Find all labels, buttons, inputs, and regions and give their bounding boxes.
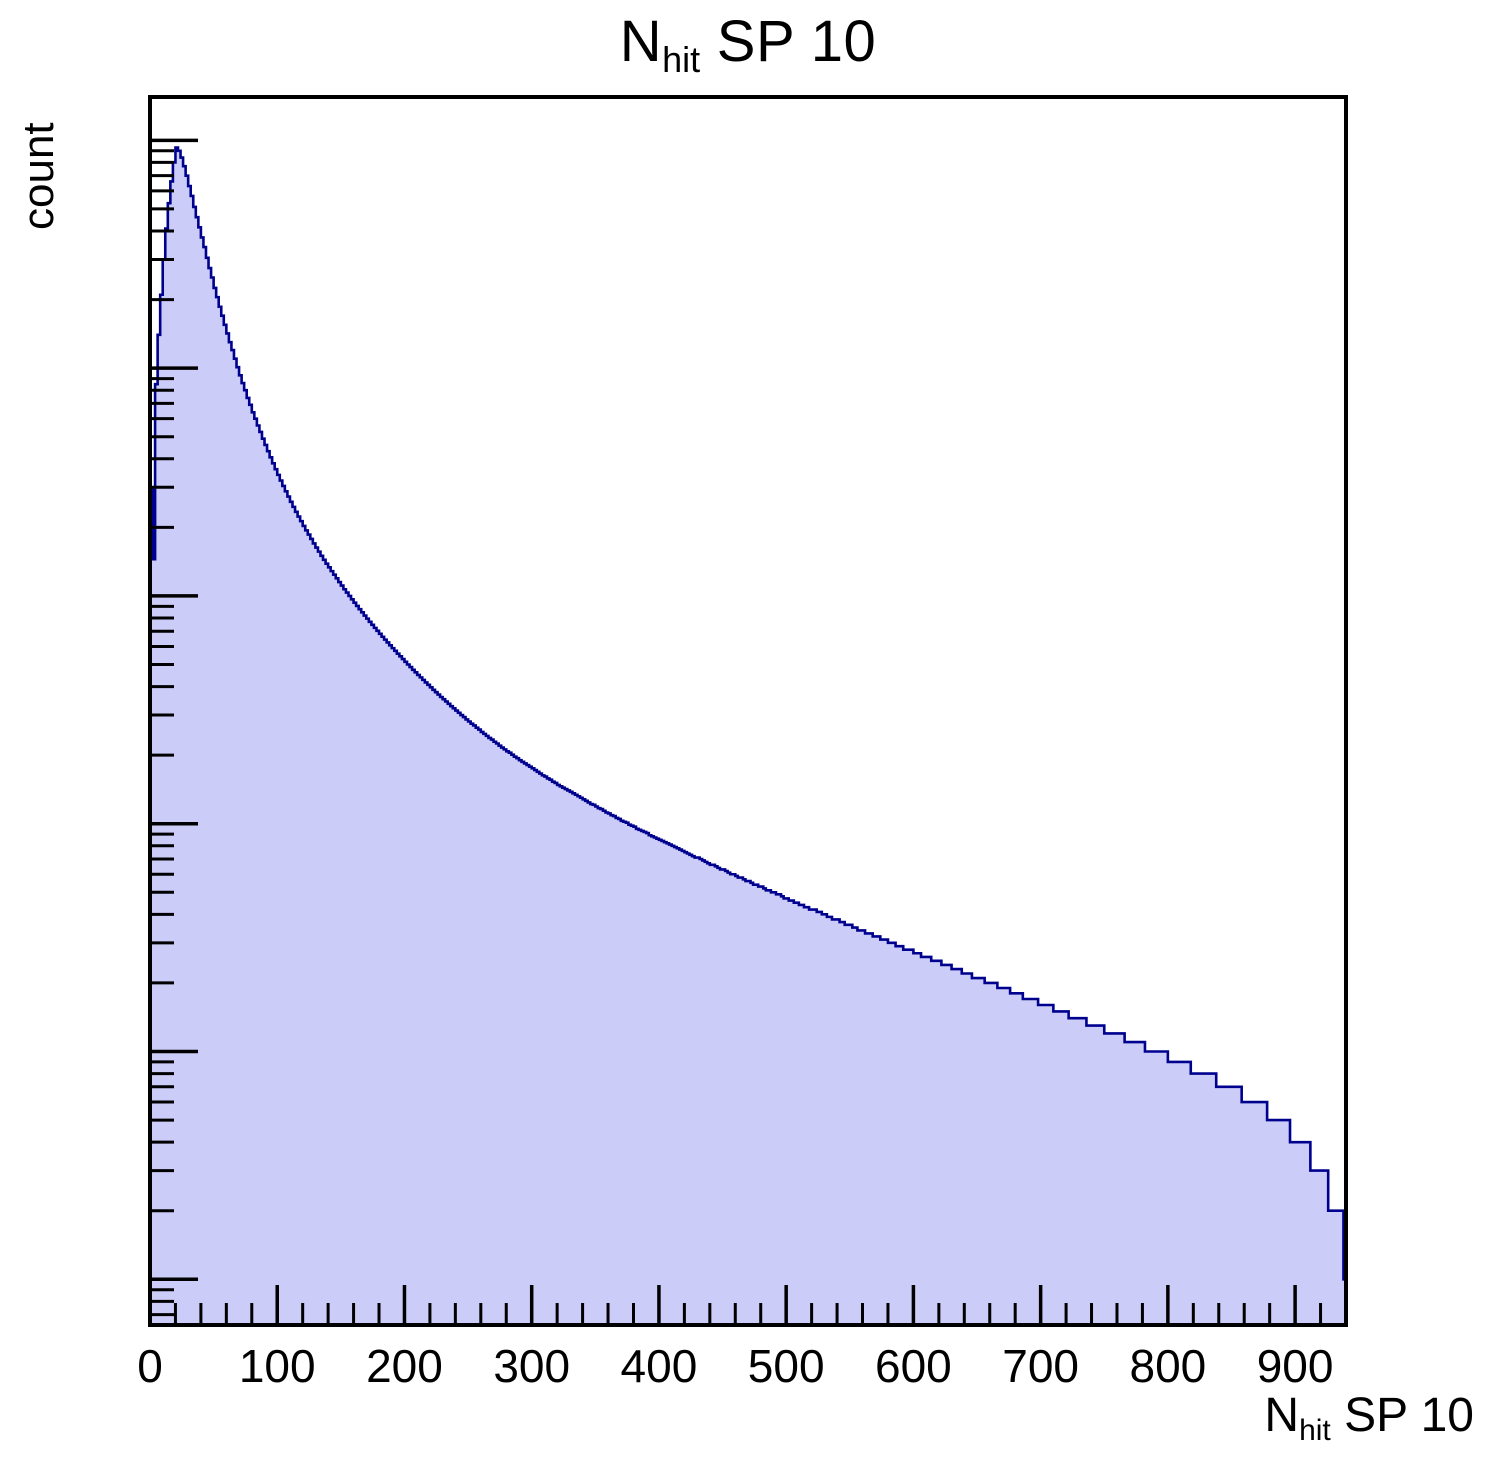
histogram-outline <box>150 146 1346 1281</box>
x-axis-title-subscript: hit <box>1299 1414 1331 1447</box>
x-tick-label: 600 <box>875 1340 952 1392</box>
x-tick-label: 0 <box>137 1340 163 1392</box>
x-axis-title-tail: SP 10 <box>1330 1389 1474 1442</box>
x-tick-label: 700 <box>1002 1340 1079 1392</box>
x-tick-label: 300 <box>493 1340 571 1392</box>
title-subscript: hit <box>662 38 701 80</box>
x-axis-title-main: N <box>1264 1389 1300 1442</box>
x-tick-label: 400 <box>620 1340 698 1392</box>
axis-ticks <box>148 138 1348 1325</box>
x-tick-label: 900 <box>1256 1340 1334 1392</box>
histogram-series <box>150 146 1346 1325</box>
frame-border <box>148 95 1348 1327</box>
x-axis-title: Nhit SP 10 <box>1264 1388 1474 1448</box>
page-title: Nhit SP 10 <box>0 8 1496 81</box>
histogram-fill <box>150 147 1346 1325</box>
x-tick-label: 200 <box>366 1340 443 1392</box>
title-main: N <box>619 9 663 74</box>
x-tick-label: 800 <box>1129 1340 1207 1392</box>
x-tick-label: 100 <box>238 1340 316 1392</box>
x-tick-label: 500 <box>747 1340 825 1392</box>
title-tail: SP 10 <box>700 9 877 74</box>
